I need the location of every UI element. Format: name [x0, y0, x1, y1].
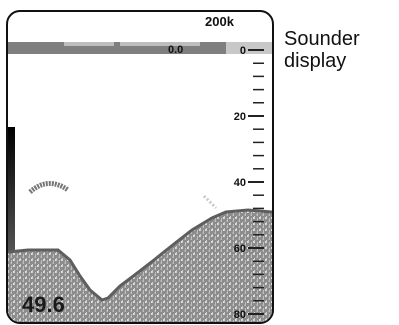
status-bar-highlight — [120, 42, 200, 46]
fish-arch-mark — [28, 181, 70, 194]
caption: Sounder display — [284, 28, 394, 72]
depth-label: 0 — [240, 45, 246, 57]
depth-scale: 0 20 40 60 80 — [234, 45, 264, 321]
status-bar-highlight — [64, 42, 114, 46]
depth-readout: 49.6 — [22, 292, 65, 317]
caption-line-1: Sounder — [284, 28, 360, 50]
thermocline-streak — [202, 194, 218, 210]
seabed-surface-line — [8, 208, 272, 302]
seabed-profile — [8, 210, 272, 322]
speed-readout: 0.0 — [168, 44, 183, 56]
caption-line-2: display — [284, 50, 347, 72]
depth-label: 40 — [234, 177, 246, 189]
depth-label: 60 — [234, 243, 246, 255]
depth-label: 20 — [234, 111, 246, 123]
echogram: 0.0 — [8, 42, 272, 322]
depth-label: 80 — [234, 309, 246, 321]
sounder-screen: 0.0 — [6, 10, 274, 324]
frequency-label: 200k — [205, 14, 234, 29]
gain-scale-bar — [8, 127, 15, 255]
depth-zero-box — [226, 42, 272, 54]
